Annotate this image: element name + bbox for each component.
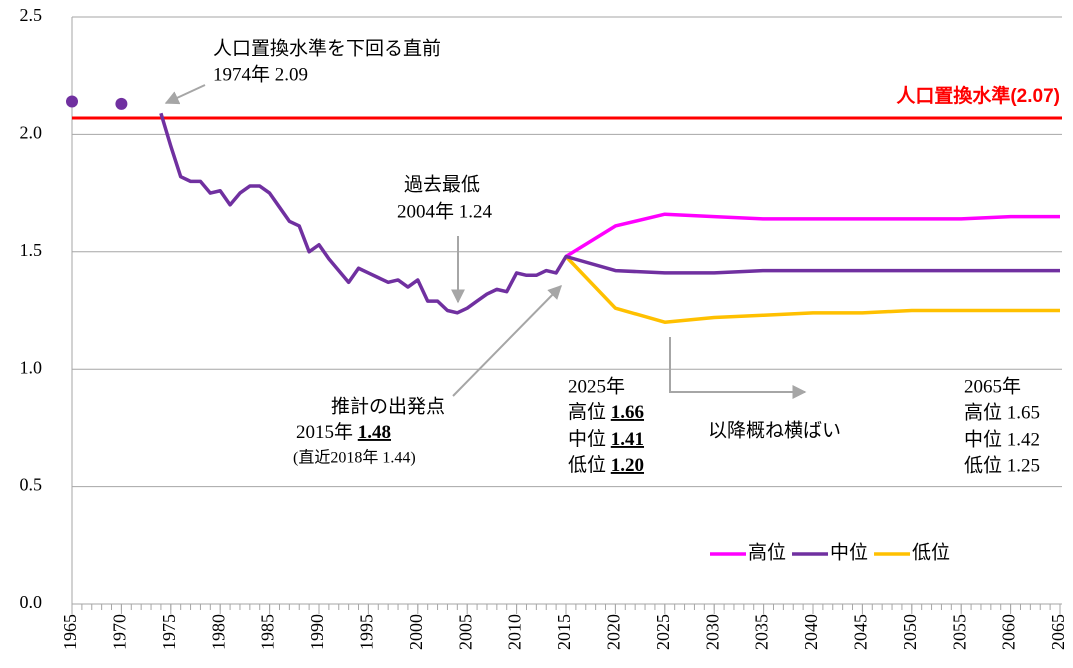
x-tick-label: 2065 <box>1048 614 1068 650</box>
legend: 高位 中位 低位 <box>710 541 950 563</box>
x-tick-label: 1980 <box>208 614 228 650</box>
x-tick-label: 2055 <box>949 614 969 650</box>
annotation: 高位 1.66 <box>568 401 644 423</box>
annotation-value: 1.20 <box>611 455 644 476</box>
x-tick-label: 1995 <box>357 614 377 650</box>
annotation: 2004年 1.24 <box>397 200 493 222</box>
x-tick-label: 2015 <box>554 614 574 650</box>
line <box>159 112 1060 315</box>
x-tick-label: 1990 <box>307 614 327 650</box>
x-tick-label: 1975 <box>159 614 179 650</box>
annotation: 2015年 1.48 <box>296 421 391 443</box>
x-tick-label: 1985 <box>258 614 278 650</box>
x-tick-label: 2050 <box>900 614 920 650</box>
y-tick-label: 2.0 <box>20 123 43 143</box>
y-tick-label: 1.0 <box>20 357 43 377</box>
y-tick-label: 0.5 <box>20 475 43 495</box>
y-tick-label: 0.0 <box>20 592 43 612</box>
y-tick-label: 2.5 <box>20 5 43 25</box>
grid <box>71 16 1062 614</box>
reference-label: 人口置換水準(2.07) <box>896 84 1060 107</box>
annotation: (直近2018年 1.44) <box>293 449 416 467</box>
annotation: 人口置換水準を下回る直前 <box>213 37 441 59</box>
annotation: 推計の出発点 <box>331 395 445 417</box>
annotation: 以降概ね横ばい <box>708 419 841 441</box>
annotation-value: 1.41 <box>611 429 644 450</box>
annotation: 2065年 <box>964 375 1021 397</box>
annotation: 中位 1.42 <box>964 428 1040 450</box>
arrow <box>452 285 562 397</box>
annotation-text: 高位 <box>568 401 611 423</box>
annotation-text: 中位 <box>568 428 611 450</box>
x-tick-label: 2025 <box>653 614 673 650</box>
x-tick-label: 1965 <box>60 614 80 650</box>
x-tick-label: 2040 <box>801 614 821 650</box>
annotation: 2025年 <box>568 375 625 397</box>
legend-label: 高位 <box>748 541 786 563</box>
x-tick-label: 2005 <box>455 614 475 650</box>
y-tick-label: 1.5 <box>20 240 43 260</box>
dot <box>66 95 78 108</box>
annotation: 低位 1.20 <box>568 454 644 476</box>
legend-label: 低位 <box>912 541 950 563</box>
arrow <box>164 84 206 105</box>
annotation: 過去最低 <box>404 173 480 195</box>
annotation: 低位 1.25 <box>964 454 1040 476</box>
annotation: 中位 1.41 <box>568 428 644 450</box>
legend-label: 中位 <box>830 541 868 563</box>
annotation-text: 低位 <box>568 454 611 476</box>
plot <box>66 95 1062 324</box>
x-tick-label: 2030 <box>702 614 722 650</box>
annotation: 1974年 2.09 <box>213 63 308 85</box>
annotation: 高位 1.65 <box>964 401 1040 423</box>
x-tick-label: 2045 <box>851 614 871 650</box>
annotation-text: 2015年 <box>296 421 358 443</box>
x-tick-label: 2060 <box>999 614 1019 650</box>
x-tick-label: 2035 <box>752 614 772 650</box>
annotation-value: 1.66 <box>611 402 644 423</box>
line <box>564 255 1060 324</box>
arrow <box>669 337 807 399</box>
annotation-value: 1.48 <box>358 422 391 443</box>
dot <box>115 97 128 110</box>
x-tick-label: 2000 <box>406 614 426 650</box>
x-tick-label: 2020 <box>604 614 624 650</box>
x-tick-label: 2010 <box>505 614 525 650</box>
x-tick-label: 1970 <box>110 614 130 650</box>
line <box>565 212 1060 258</box>
